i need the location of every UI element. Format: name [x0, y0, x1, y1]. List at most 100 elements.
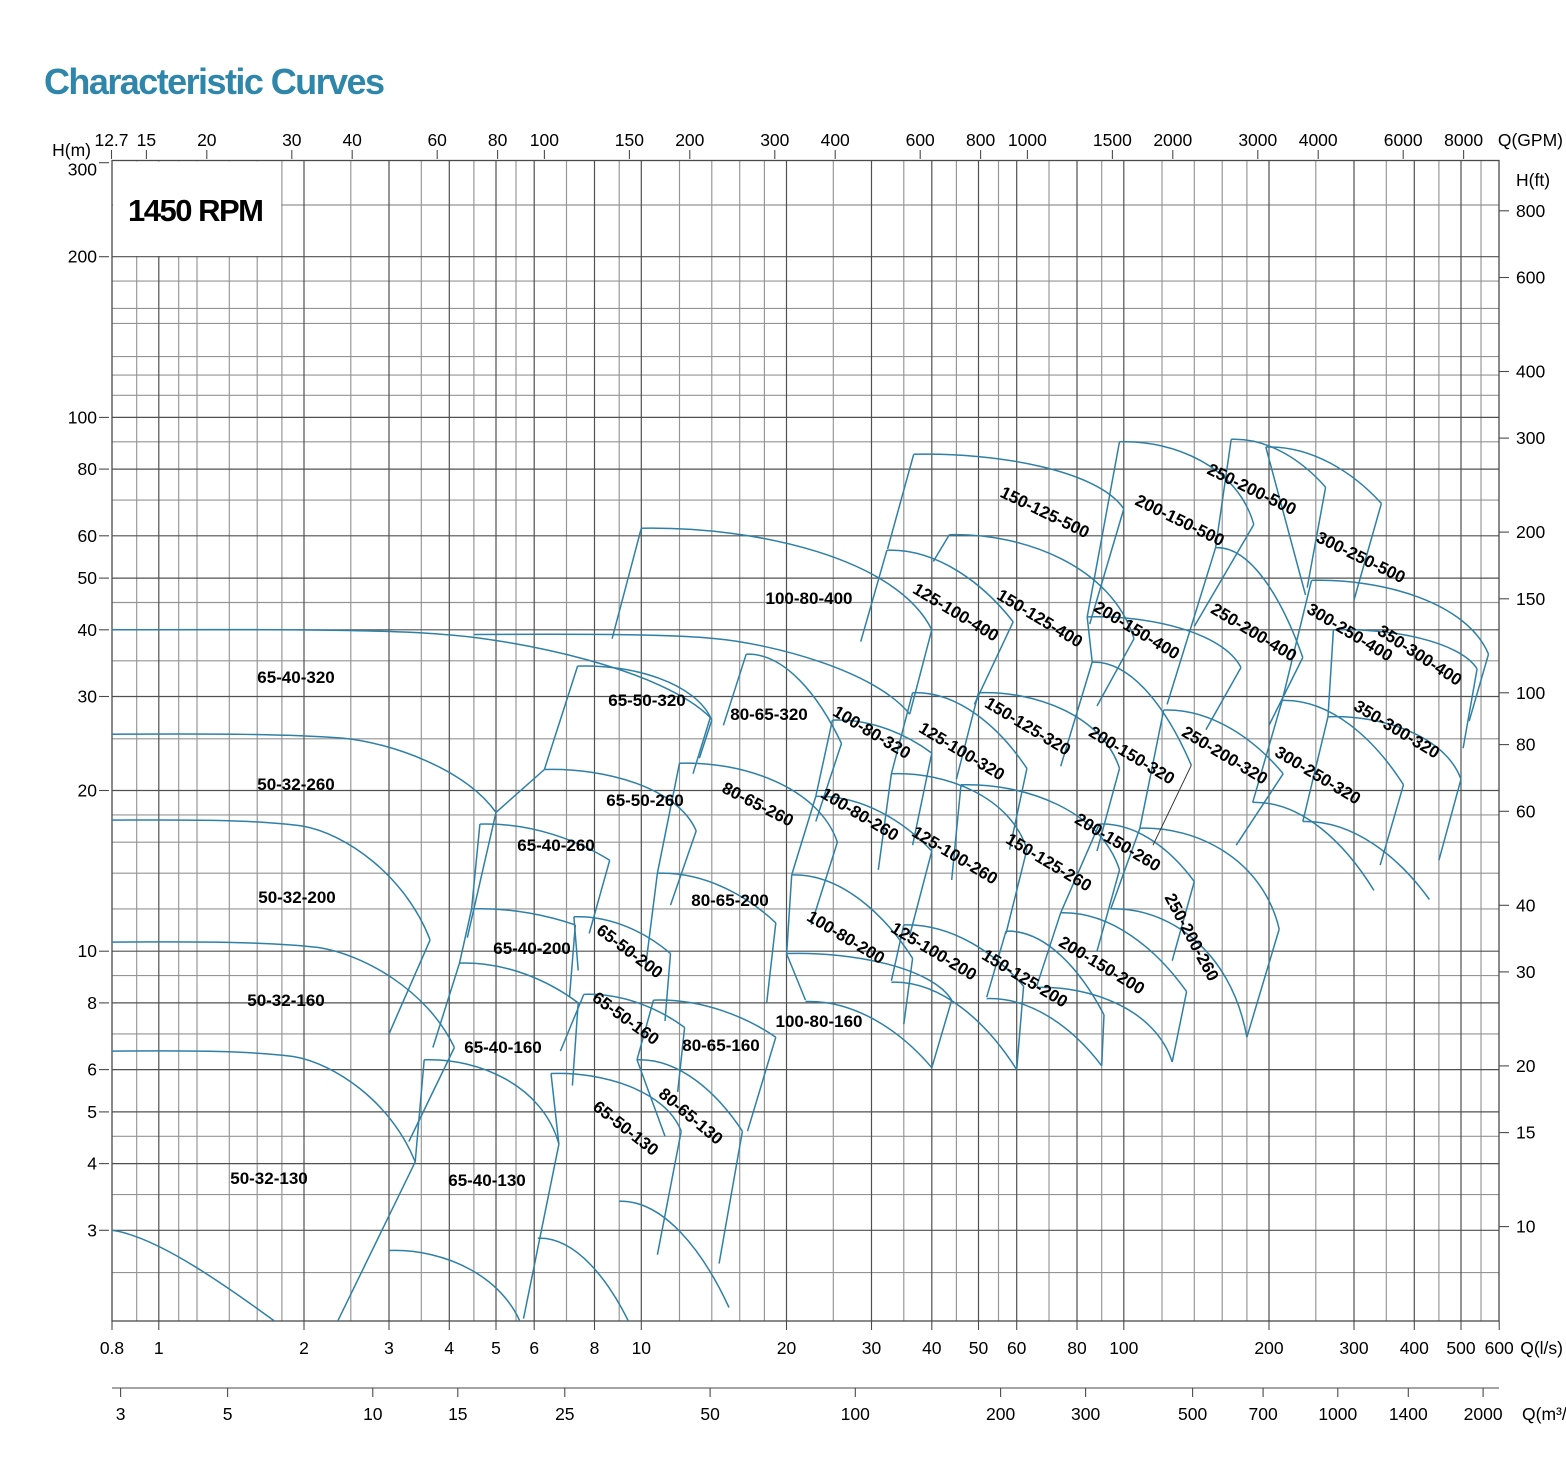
- svg-text:50: 50: [700, 1404, 720, 1424]
- svg-text:4: 4: [444, 1338, 454, 1358]
- svg-text:600: 600: [1485, 1338, 1514, 1358]
- svg-text:15: 15: [1516, 1123, 1535, 1143]
- svg-text:60: 60: [1007, 1338, 1027, 1358]
- svg-text:0.8: 0.8: [100, 1338, 124, 1358]
- svg-text:150: 150: [1516, 589, 1545, 609]
- svg-text:300: 300: [1071, 1404, 1100, 1424]
- svg-text:8000: 8000: [1444, 130, 1483, 150]
- svg-text:800: 800: [1516, 201, 1545, 221]
- svg-text:80-65-320: 80-65-320: [730, 705, 808, 724]
- svg-text:50-32-260: 50-32-260: [257, 775, 335, 794]
- svg-text:1400: 1400: [1389, 1404, 1428, 1424]
- svg-text:800: 800: [966, 130, 995, 150]
- svg-text:8: 8: [87, 993, 97, 1013]
- svg-text:1000: 1000: [1008, 130, 1047, 150]
- svg-text:300: 300: [1516, 428, 1545, 448]
- svg-text:1450 RPM: 1450 RPM: [128, 193, 264, 228]
- svg-text:20: 20: [1516, 1056, 1536, 1076]
- svg-text:10: 10: [1516, 1217, 1536, 1237]
- svg-text:50-32-160: 50-32-160: [247, 991, 325, 1010]
- svg-text:1000: 1000: [1318, 1404, 1357, 1424]
- svg-text:400: 400: [1516, 362, 1545, 382]
- svg-text:5: 5: [87, 1102, 97, 1122]
- svg-text:Q(m³/h): Q(m³/h): [1522, 1404, 1566, 1424]
- svg-text:5: 5: [223, 1404, 233, 1424]
- svg-text:12.7: 12.7: [94, 130, 128, 150]
- svg-text:50: 50: [969, 1338, 989, 1358]
- svg-text:700: 700: [1248, 1404, 1277, 1424]
- svg-text:Q(l/s): Q(l/s): [1520, 1338, 1563, 1358]
- svg-text:65-50-320: 65-50-320: [608, 691, 686, 710]
- svg-text:2000: 2000: [1153, 130, 1192, 150]
- svg-text:200: 200: [986, 1404, 1015, 1424]
- svg-text:100: 100: [1109, 1338, 1138, 1358]
- svg-text:20: 20: [777, 1338, 797, 1358]
- svg-text:200: 200: [1254, 1338, 1283, 1358]
- svg-text:600: 600: [906, 130, 935, 150]
- svg-text:4: 4: [87, 1154, 97, 1174]
- svg-text:4000: 4000: [1299, 130, 1338, 150]
- svg-text:30: 30: [78, 687, 98, 707]
- svg-text:2000: 2000: [1464, 1404, 1503, 1424]
- svg-text:400: 400: [1400, 1338, 1429, 1358]
- svg-text:40: 40: [78, 620, 98, 640]
- svg-text:150: 150: [615, 130, 644, 150]
- svg-text:10: 10: [78, 941, 98, 961]
- svg-text:H(m): H(m): [52, 140, 91, 160]
- svg-text:80: 80: [1067, 1338, 1087, 1358]
- svg-text:30: 30: [862, 1338, 882, 1358]
- svg-text:6: 6: [87, 1060, 97, 1080]
- svg-text:15: 15: [137, 130, 156, 150]
- svg-text:65-40-130: 65-40-130: [448, 1171, 526, 1190]
- svg-text:100: 100: [1516, 683, 1545, 703]
- svg-text:50: 50: [78, 568, 98, 588]
- svg-text:20: 20: [78, 781, 98, 801]
- svg-text:100: 100: [530, 130, 559, 150]
- svg-text:6000: 6000: [1384, 130, 1423, 150]
- svg-text:100: 100: [68, 407, 97, 427]
- svg-text:300: 300: [1339, 1338, 1368, 1358]
- svg-text:50-32-130: 50-32-130: [230, 1169, 308, 1188]
- svg-text:1500: 1500: [1093, 130, 1132, 150]
- svg-text:60: 60: [427, 130, 447, 150]
- svg-text:2: 2: [299, 1338, 309, 1358]
- svg-text:Q(GPM): Q(GPM): [1498, 130, 1563, 150]
- svg-text:65-50-260: 65-50-260: [606, 791, 684, 810]
- svg-text:15: 15: [448, 1404, 467, 1424]
- svg-text:200: 200: [68, 247, 97, 267]
- svg-text:200: 200: [675, 130, 704, 150]
- svg-text:3: 3: [87, 1220, 97, 1240]
- svg-text:40: 40: [1516, 895, 1536, 915]
- svg-text:50-32-200: 50-32-200: [258, 888, 336, 907]
- svg-text:65-40-200: 65-40-200: [493, 939, 571, 958]
- svg-text:1: 1: [154, 1338, 164, 1358]
- svg-text:60: 60: [1516, 801, 1536, 821]
- svg-text:200: 200: [1516, 522, 1545, 542]
- svg-text:5: 5: [491, 1338, 501, 1358]
- svg-text:80-65-200: 80-65-200: [691, 891, 769, 910]
- svg-text:20: 20: [197, 130, 217, 150]
- svg-text:40: 40: [342, 130, 362, 150]
- svg-text:30: 30: [1516, 962, 1536, 982]
- svg-text:6: 6: [529, 1338, 539, 1358]
- svg-text:300: 300: [68, 160, 97, 180]
- svg-text:60: 60: [78, 526, 98, 546]
- svg-text:3: 3: [384, 1338, 394, 1358]
- svg-text:25: 25: [555, 1404, 574, 1424]
- svg-text:80: 80: [78, 459, 98, 479]
- svg-text:40: 40: [922, 1338, 942, 1358]
- svg-text:3: 3: [116, 1404, 126, 1424]
- svg-text:100-80-400: 100-80-400: [766, 589, 853, 608]
- svg-text:H(ft): H(ft): [1516, 170, 1550, 190]
- svg-text:80-65-160: 80-65-160: [682, 1036, 760, 1055]
- svg-text:300: 300: [760, 130, 789, 150]
- svg-text:10: 10: [363, 1404, 383, 1424]
- svg-text:500: 500: [1446, 1338, 1475, 1358]
- svg-text:600: 600: [1516, 268, 1545, 288]
- svg-text:8: 8: [590, 1338, 600, 1358]
- svg-text:100: 100: [841, 1404, 870, 1424]
- svg-text:500: 500: [1178, 1404, 1207, 1424]
- svg-text:80: 80: [1516, 735, 1536, 755]
- svg-text:10: 10: [632, 1338, 652, 1358]
- svg-text:80: 80: [488, 130, 508, 150]
